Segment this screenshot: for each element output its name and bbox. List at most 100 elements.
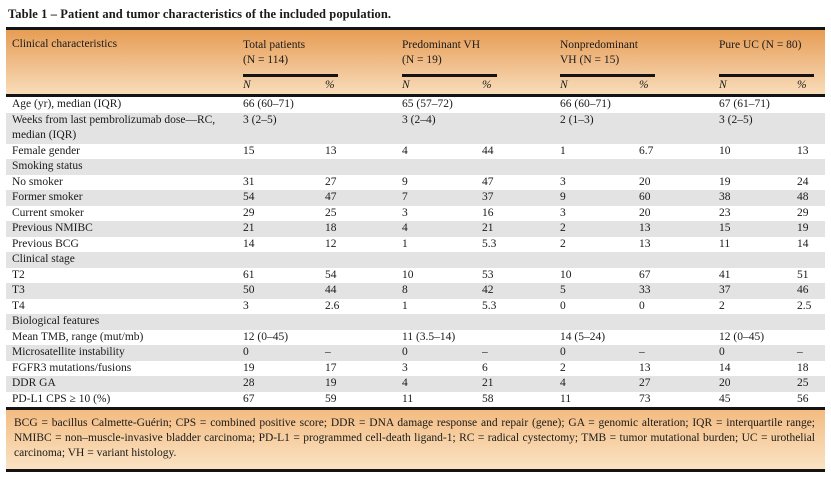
header-n-label: N <box>560 79 568 91</box>
cell-n: 10 <box>560 268 572 281</box>
cell-n: 11 <box>719 237 731 250</box>
cell-n: 5 <box>560 284 566 296</box>
header-group: Nonpredominant VH (N = 15) N% <box>560 30 719 94</box>
cell-pct: 20 <box>639 206 651 219</box>
row-label: Weeks from last pembrolizumab dose—RC, m… <box>12 113 216 142</box>
row-label: FGFR3 mutations/fusions <box>12 361 132 374</box>
cell-pct: – <box>797 346 803 358</box>
table-row: PD-L1 CPS ≥ 10 (%) 67 59 11 58 11 73 45 56 <box>6 392 825 408</box>
table-row: Mean TMB, range (mut/mb) 12 (0–45) 11 (3.5… <box>6 330 825 346</box>
cell-n: 38 <box>719 191 731 203</box>
table-row: Female gender 15 13 4 44 1 6.7 10 13 <box>6 144 825 160</box>
cell-n: 14 <box>719 361 731 374</box>
cell-pct: – <box>482 346 488 358</box>
header-group: Predominant VH (N = 19) N% <box>402 30 560 94</box>
cell-pct <box>639 113 719 144</box>
cell-n: 14 (5–24) <box>560 330 606 343</box>
table-row: T3 50 44 8 42 5 33 37 46 <box>6 283 825 299</box>
cell-n: 0 <box>719 346 725 358</box>
cell-pct: 33 <box>639 284 651 296</box>
row-label: Age (yr), median (IQR) <box>12 98 122 110</box>
cell-n: 19 <box>719 175 731 188</box>
cell-pct: 17 <box>325 361 337 374</box>
row-label: PD-L1 CPS ≥ 10 (%) <box>12 392 111 405</box>
cell-pct: 37 <box>482 191 494 203</box>
cell-n: 41 <box>719 268 731 281</box>
table-row: DDR GA 28 19 4 21 4 27 20 25 <box>6 376 825 392</box>
cell-pct: 27 <box>639 377 651 389</box>
header-group-title: Nonpredominant VH (N = 15) <box>560 39 638 66</box>
header-subrow: N% <box>719 79 825 91</box>
cell-n: 1 <box>402 237 408 250</box>
header-pct-label: % <box>325 79 335 91</box>
cell-pct <box>325 330 402 346</box>
cell-n: 1 <box>402 299 408 312</box>
cell-pct: 42 <box>482 284 494 296</box>
header-group-title: Predominant VH (N = 19) <box>402 39 481 66</box>
cell-n: 37 <box>719 284 731 296</box>
table-row: T4 3 2.6 1 5.3 0 0 2 2.5 <box>6 299 825 315</box>
cell-n: 0 <box>402 346 408 358</box>
cell-pct: 56 <box>797 392 809 405</box>
cell-n: 11 (3.5–14) <box>402 330 456 343</box>
cell-n: 2 <box>719 299 725 312</box>
row-label: Previous NMIBC <box>12 222 93 234</box>
section-row: Clinical stage <box>6 252 825 268</box>
cell-pct: 6.7 <box>639 144 654 157</box>
cell-n: 45 <box>719 392 731 405</box>
cell-n: 4 <box>402 222 408 234</box>
table-row: No smoker 31 27 9 47 3 20 19 24 <box>6 175 825 191</box>
cell-pct <box>797 330 825 346</box>
header-group-underline <box>719 74 814 77</box>
cell-pct: 24 <box>797 175 809 188</box>
header-rule <box>6 94 825 97</box>
cell-n: 29 <box>243 206 255 219</box>
cell-pct: 6 <box>482 361 488 374</box>
row-label: Female gender <box>12 144 81 157</box>
table-row: Age (yr), median (IQR) 66 (60–71) 65 (57–7… <box>6 97 825 113</box>
cell-pct: 13 <box>639 222 651 234</box>
cell-pct: 47 <box>325 191 337 203</box>
table-container: Table 1 – Patient and tumor characterist… <box>6 0 825 472</box>
cell-n: 2 <box>560 361 566 374</box>
cell-pct: 27 <box>325 175 337 188</box>
row-label: T4 <box>12 299 25 312</box>
cell-pct: 21 <box>482 222 494 234</box>
header-group-title: Pure UC (N = 80) <box>719 39 802 51</box>
cell-n: 65 (57–72) <box>402 98 453 110</box>
cell-pct: 20 <box>639 175 651 188</box>
cell-n: 14 <box>243 237 255 250</box>
cell-pct: 2.5 <box>797 299 812 312</box>
table-row: Current smoker 29 25 3 16 3 20 23 29 <box>6 206 825 222</box>
cell-n: 54 <box>243 191 255 203</box>
cell-n: 3 <box>560 175 566 188</box>
cell-n: 10 <box>719 144 731 157</box>
cell-n: 11 <box>402 392 414 405</box>
cell-pct: 73 <box>639 392 651 405</box>
cell-n: 23 <box>719 206 731 219</box>
cell-n: 3 (2–5) <box>243 113 277 126</box>
cell-n: 4 <box>560 377 566 389</box>
row-label: Microsatellite instability <box>12 346 125 358</box>
cell-n: 9 <box>560 191 566 203</box>
cell-n: 11 <box>560 392 572 405</box>
cell-n: 31 <box>243 175 255 188</box>
cell-pct <box>482 113 560 144</box>
cell-n: 15 <box>719 222 731 234</box>
cell-pct: 51 <box>797 268 809 281</box>
cell-n: 21 <box>243 222 255 234</box>
table-title: Table 1 – Patient and tumor characterist… <box>8 7 392 21</box>
cell-n: 7 <box>402 191 408 203</box>
cell-pct: 25 <box>325 206 337 219</box>
cell-pct: 44 <box>325 284 337 296</box>
cell-n: 66 (60–71) <box>560 98 611 110</box>
cell-n: 1 <box>560 144 566 157</box>
cell-n: 9 <box>402 175 408 188</box>
row-label: No smoker <box>12 175 63 188</box>
cell-n: 2 <box>560 222 566 234</box>
cell-n: 2 (1–3) <box>560 113 594 126</box>
cell-pct <box>639 330 719 346</box>
section-row: Biological features <box>6 314 825 330</box>
cell-pct: 44 <box>482 144 494 157</box>
